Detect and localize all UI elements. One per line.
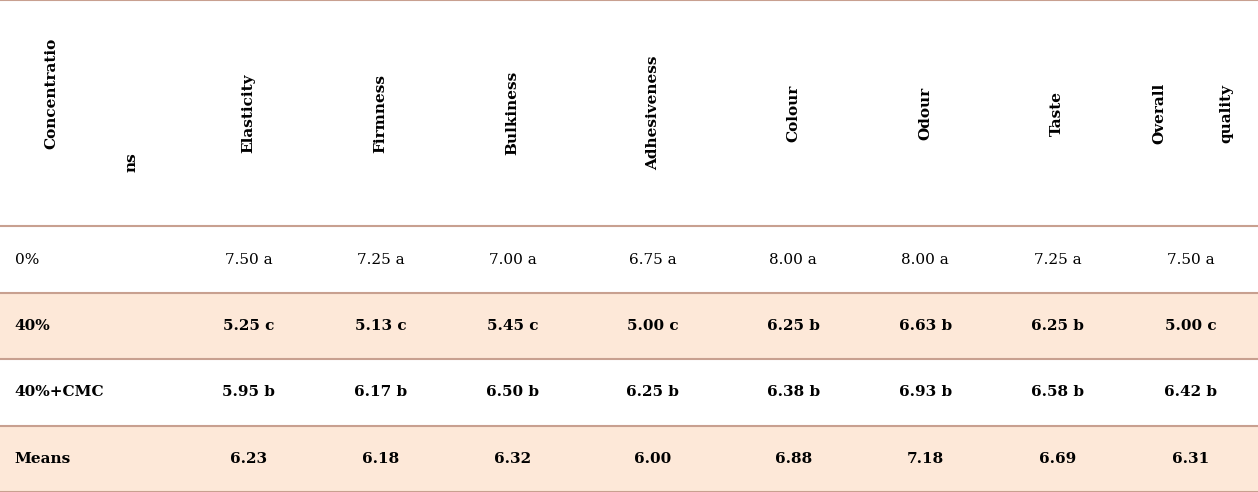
Text: 6.17 b: 6.17 b	[353, 385, 408, 400]
Text: 6.88: 6.88	[775, 452, 811, 466]
Text: 6.63 b: 6.63 b	[898, 319, 952, 333]
Text: 5.25 c: 5.25 c	[223, 319, 274, 333]
Text: 6.69: 6.69	[1039, 452, 1076, 466]
Text: Colour: Colour	[786, 85, 800, 142]
Text: ns: ns	[125, 153, 138, 172]
Bar	[0, 359, 1258, 426]
Text: 6.50 b: 6.50 b	[486, 385, 540, 400]
Text: 6.18: 6.18	[362, 452, 399, 466]
Text: 40%+CMC: 40%+CMC	[15, 385, 104, 400]
Text: 6.32: 6.32	[494, 452, 531, 466]
Text: Means: Means	[15, 452, 70, 466]
Text: 6.42 b: 6.42 b	[1164, 385, 1218, 400]
Bar	[0, 226, 1258, 293]
Text: Odour: Odour	[918, 87, 932, 140]
Bar	[0, 0, 1258, 226]
Text: Overall: Overall	[1152, 83, 1166, 144]
Text: 0%: 0%	[15, 252, 39, 267]
Text: 6.38 b: 6.38 b	[766, 385, 820, 400]
Text: 6.31: 6.31	[1172, 452, 1209, 466]
Text: Adhesiveness: Adhesiveness	[645, 56, 660, 170]
Text: quality: quality	[1219, 84, 1234, 143]
Text: 7.25 a: 7.25 a	[357, 252, 404, 267]
Text: 7.00 a: 7.00 a	[489, 252, 536, 267]
Text: 8.00 a: 8.00 a	[902, 252, 949, 267]
Text: Concentratio: Concentratio	[44, 38, 58, 149]
Text: 5.95 b: 5.95 b	[221, 385, 276, 400]
Text: 6.93 b: 6.93 b	[898, 385, 952, 400]
Bar	[0, 426, 1258, 492]
Text: 6.25 b: 6.25 b	[1030, 319, 1084, 333]
Text: 40%: 40%	[15, 319, 50, 333]
Text: 6.25 b: 6.25 b	[626, 385, 679, 400]
Text: Taste: Taste	[1050, 91, 1064, 136]
Text: Firmness: Firmness	[374, 74, 387, 153]
Text: 5.45 c: 5.45 c	[487, 319, 538, 333]
Text: 6.23: 6.23	[230, 452, 267, 466]
Text: 5.00 c: 5.00 c	[1165, 319, 1216, 333]
Bar	[0, 293, 1258, 359]
Text: 8.00 a: 8.00 a	[770, 252, 816, 267]
Text: 7.50 a: 7.50 a	[225, 252, 272, 267]
Text: 5.13 c: 5.13 c	[355, 319, 406, 333]
Text: 6.25 b: 6.25 b	[766, 319, 820, 333]
Text: Bulkiness: Bulkiness	[506, 71, 520, 155]
Text: 6.75 a: 6.75 a	[629, 252, 677, 267]
Text: Elasticity: Elasticity	[242, 73, 255, 153]
Text: 5.00 c: 5.00 c	[626, 319, 679, 333]
Text: 6.58 b: 6.58 b	[1030, 385, 1084, 400]
Text: 6.00: 6.00	[634, 452, 672, 466]
Text: 7.50 a: 7.50 a	[1167, 252, 1214, 267]
Text: 7.18: 7.18	[907, 452, 944, 466]
Text: 7.25 a: 7.25 a	[1034, 252, 1081, 267]
